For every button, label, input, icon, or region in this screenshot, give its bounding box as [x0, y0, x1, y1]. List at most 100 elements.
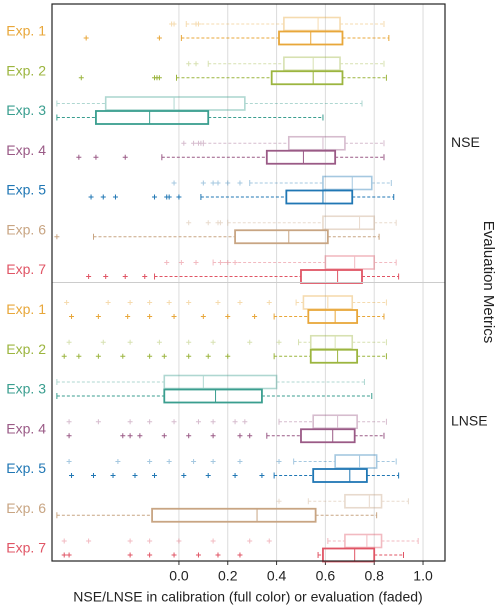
flier	[225, 180, 231, 186]
flier	[276, 339, 282, 345]
x-tick-label: 0.2	[218, 568, 238, 584]
box	[302, 295, 354, 310]
flier	[86, 538, 92, 544]
flier	[237, 433, 243, 439]
flier	[205, 473, 211, 478]
flier	[276, 459, 282, 464]
flier	[210, 538, 216, 544]
flier	[166, 300, 172, 305]
calibration-box	[61, 348, 387, 364]
flier	[186, 433, 192, 439]
flier	[171, 21, 177, 27]
group-label: Exp. 1	[6, 23, 46, 39]
calibration-box	[56, 110, 324, 125]
flier	[191, 140, 197, 146]
evaluation-box	[66, 414, 387, 430]
flier	[66, 339, 72, 345]
flier	[76, 353, 82, 359]
flier	[259, 473, 265, 478]
flier	[83, 35, 89, 41]
flier	[78, 75, 84, 81]
flier	[115, 459, 121, 464]
flier	[125, 314, 131, 319]
flier	[127, 339, 133, 345]
flier	[147, 538, 153, 544]
flier	[205, 353, 211, 359]
box	[163, 374, 278, 390]
flier	[103, 274, 109, 279]
flier	[142, 274, 148, 279]
flier	[200, 314, 206, 319]
box	[334, 454, 378, 469]
flier	[225, 260, 231, 265]
flier	[147, 353, 153, 359]
evaluation-box	[186, 56, 385, 72]
group-label: Exp. 3	[6, 381, 46, 397]
flier	[166, 459, 172, 464]
flier	[195, 140, 201, 146]
group-label: Exp. 7	[6, 540, 46, 556]
evaluation-box	[66, 454, 397, 469]
flier	[127, 300, 133, 305]
flier	[210, 459, 216, 464]
flier	[66, 552, 72, 558]
flier	[237, 459, 243, 464]
calibration-box	[69, 309, 385, 324]
flier	[181, 473, 187, 478]
flier	[127, 538, 133, 544]
box	[322, 215, 376, 231]
group-label: Exp. 6	[6, 221, 46, 237]
group-label: Exp. 2	[6, 62, 46, 78]
flier	[88, 194, 94, 200]
group-label: Exp. 5	[6, 182, 46, 198]
box	[307, 309, 359, 324]
calibration-box	[66, 428, 385, 444]
flier	[176, 194, 182, 200]
flier	[232, 473, 238, 478]
evaluation-box	[276, 493, 409, 509]
panel-label: LNSE	[451, 412, 488, 428]
flier	[147, 459, 153, 464]
calibration-box	[76, 149, 385, 165]
evaluation-box	[169, 16, 385, 32]
x-tick-label: 0.8	[364, 568, 384, 584]
flier	[210, 339, 216, 345]
flier	[122, 274, 128, 279]
flier	[100, 194, 106, 200]
x-tick-label: 0.0	[169, 568, 189, 584]
calibration-box	[88, 189, 395, 205]
flier	[137, 433, 143, 439]
box	[283, 56, 341, 72]
box	[300, 269, 363, 284]
flier	[156, 339, 162, 345]
box	[309, 334, 354, 350]
group-label: Exp. 7	[6, 261, 46, 277]
calibration-box	[69, 468, 400, 483]
flier	[166, 194, 172, 200]
flier	[193, 61, 199, 67]
flier	[210, 419, 216, 425]
flier	[69, 314, 75, 319]
flier	[61, 552, 67, 558]
flier	[252, 314, 258, 319]
evaluation-box	[66, 334, 387, 350]
evaluation-box	[186, 215, 397, 231]
calibration-box	[83, 30, 390, 46]
flier	[200, 180, 206, 186]
flier	[195, 552, 201, 558]
flier	[110, 473, 116, 478]
evaluation-box	[56, 374, 365, 390]
flier	[210, 433, 216, 439]
flier	[171, 419, 177, 425]
box	[324, 255, 376, 270]
flier	[186, 339, 192, 345]
box	[151, 507, 317, 523]
flier	[127, 433, 133, 439]
flier	[232, 260, 238, 265]
flier	[156, 75, 162, 81]
flier	[205, 220, 211, 226]
flier	[66, 459, 72, 464]
group-label: Exp. 4	[6, 420, 46, 436]
box	[309, 348, 359, 364]
flier	[147, 314, 153, 319]
